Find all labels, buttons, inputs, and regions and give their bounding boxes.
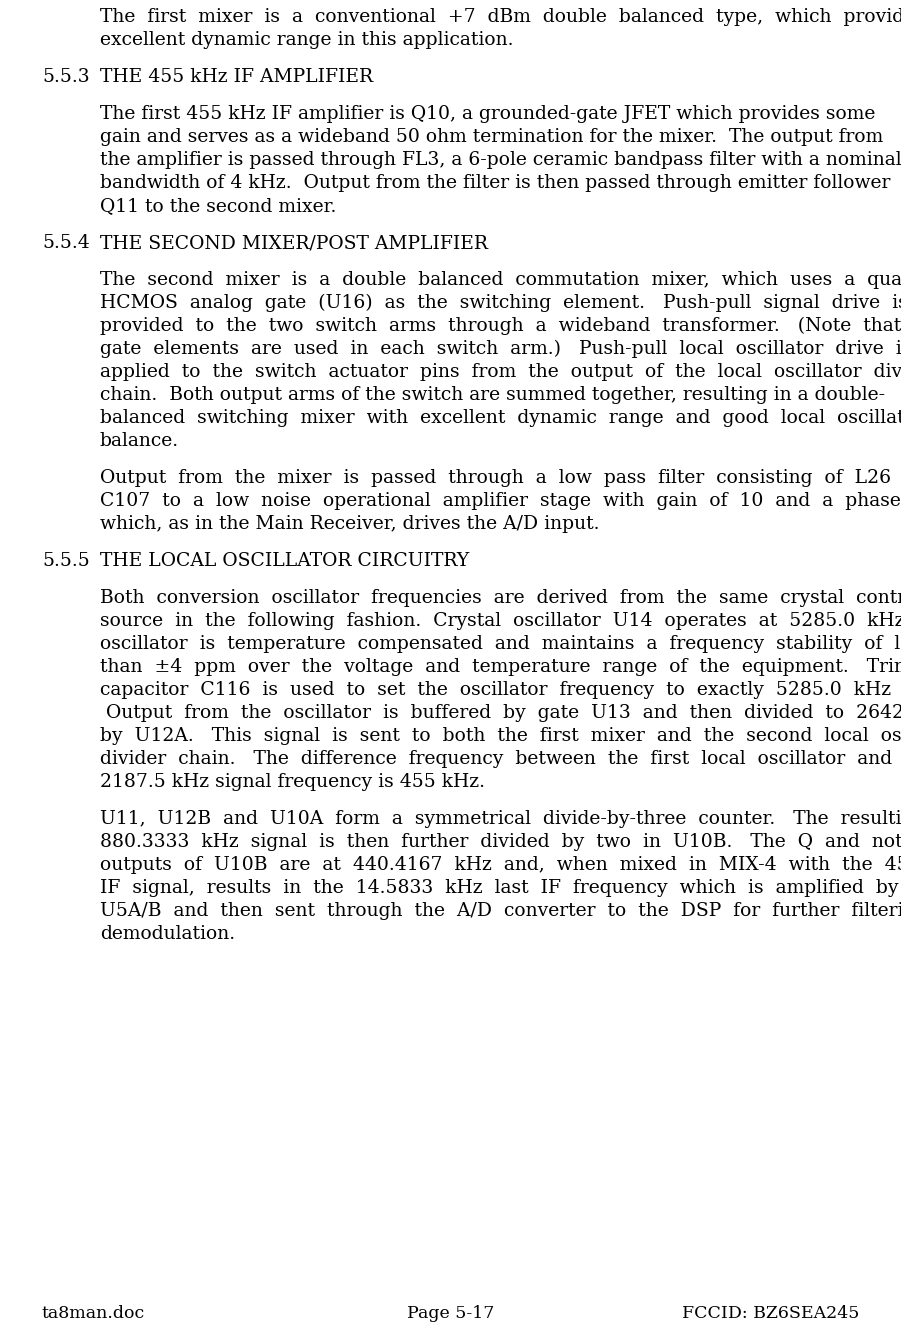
- Text: oscillator  is  temperature  compensated  and  maintains  a  frequency  stabilit: oscillator is temperature compensated an…: [100, 635, 901, 654]
- Text: FCCID: BZ6SEA245: FCCID: BZ6SEA245: [682, 1304, 859, 1322]
- Text: provided  to  the  two  switch  arms  through  a  wideband  transformer.   (Note: provided to the two switch arms through …: [100, 317, 901, 335]
- Text: The  second  mixer  is  a  double  balanced  commutation  mixer,  which  uses  a: The second mixer is a double balanced co…: [100, 272, 901, 289]
- Text: 2187.5 kHz signal frequency is 455 kHz.: 2187.5 kHz signal frequency is 455 kHz.: [100, 773, 485, 791]
- Text: chain.  Both output arms of the switch are summed together, resulting in a doubl: chain. Both output arms of the switch ar…: [100, 386, 885, 405]
- Text: THE 455 kHz IF AMPLIFIER: THE 455 kHz IF AMPLIFIER: [100, 68, 373, 87]
- Text: divider  chain.   The  difference  frequency  between  the  first  local  oscill: divider chain. The difference frequency …: [100, 749, 901, 768]
- Text: demodulation.: demodulation.: [100, 925, 235, 942]
- Text: THE SECOND MIXER/POST AMPLIFIER: THE SECOND MIXER/POST AMPLIFIER: [100, 234, 488, 252]
- Text: outputs  of  U10B  are  at  440.4167  kHz  and,  when  mixed  in  MIX-4  with  t: outputs of U10B are at 440.4167 kHz and,…: [100, 856, 901, 874]
- Text: HCMOS  analog  gate  (U16)  as  the  switching  element.   Push-pull  signal  dr: HCMOS analog gate (U16) as the switching…: [100, 294, 901, 313]
- Text: capacitor  C116  is  used  to  set  the  oscillator  frequency  to  exactly  528: capacitor C116 is used to set the oscill…: [100, 681, 901, 699]
- Text: balanced  switching  mixer  with  excellent  dynamic  range  and  good  local  o: balanced switching mixer with excellent …: [100, 409, 901, 427]
- Text: Output  from  the  oscillator  is  buffered  by  gate  U13  and  then  divided  : Output from the oscillator is buffered b…: [100, 704, 901, 721]
- Text: gain and serves as a wideband 50 ohm termination for the mixer.  The output from: gain and serves as a wideband 50 ohm ter…: [100, 128, 883, 146]
- Text: excellent dynamic range in this application.: excellent dynamic range in this applicat…: [100, 31, 514, 49]
- Text: by  U12A.   This  signal  is  sent  to  both  the  first  mixer  and  the  secon: by U12A. This signal is sent to both the…: [100, 727, 901, 745]
- Text: balance.: balance.: [100, 433, 179, 450]
- Text: source  in  the  following  fashion.  Crystal  oscillator  U14  operates  at  52: source in the following fashion. Crystal…: [100, 612, 901, 630]
- Text: than  ±4  ppm  over  the  voltage  and  temperature  range  of  the  equipment. : than ±4 ppm over the voltage and tempera…: [100, 658, 901, 676]
- Text: C107  to  a  low  noise  operational  amplifier  stage  with  gain  of  10  and : C107 to a low noise operational amplifie…: [100, 492, 901, 510]
- Text: Both  conversion  oscillator  frequencies  are  derived  from  the  same  crysta: Both conversion oscillator frequencies a…: [100, 590, 901, 607]
- Text: U11,  U12B  and  U10A  form  a  symmetrical  divide-by-three  counter.   The  re: U11, U12B and U10A form a symmetrical di…: [100, 811, 901, 828]
- Text: 5.5.5: 5.5.5: [42, 552, 90, 570]
- Text: IF  signal,  results  in  the  14.5833  kHz  last  IF  frequency  which  is  amp: IF signal, results in the 14.5833 kHz la…: [100, 878, 901, 897]
- Text: the amplifier is passed through FL3, a 6-pole ceramic bandpass filter with a nom: the amplifier is passed through FL3, a 6…: [100, 150, 901, 169]
- Text: Output  from  the  mixer  is  passed  through  a  low  pass  filter  consisting : Output from the mixer is passed through …: [100, 469, 901, 487]
- Text: THE LOCAL OSCILLATOR CIRCUITRY: THE LOCAL OSCILLATOR CIRCUITRY: [100, 552, 469, 570]
- Text: which, as in the Main Receiver, drives the A/D input.: which, as in the Main Receiver, drives t…: [100, 515, 599, 532]
- Text: Page 5-17: Page 5-17: [407, 1304, 494, 1322]
- Text: U5A/B  and  then  sent  through  the  A/D  converter  to  the  DSP  for  further: U5A/B and then sent through the A/D conv…: [100, 902, 901, 920]
- Text: bandwidth of 4 kHz.  Output from the filter is then passed through emitter follo: bandwidth of 4 kHz. Output from the filt…: [100, 174, 890, 192]
- Text: 5.5.4: 5.5.4: [42, 234, 90, 252]
- Text: ta8man.doc: ta8man.doc: [42, 1304, 145, 1322]
- Text: 5.5.3: 5.5.3: [42, 68, 89, 87]
- Text: The  first  mixer  is  a  conventional  +7  dBm  double  balanced  type,  which : The first mixer is a conventional +7 dBm…: [100, 8, 901, 27]
- Text: Q11 to the second mixer.: Q11 to the second mixer.: [100, 197, 336, 216]
- Text: gate  elements  are  used  in  each  switch  arm.)   Push-pull  local  oscillato: gate elements are used in each switch ar…: [100, 339, 901, 358]
- Text: applied  to  the  switch  actuator  pins  from  the  output  of  the  local  osc: applied to the switch actuator pins from…: [100, 363, 901, 381]
- Text: The first 455 kHz IF amplifier is Q10, a grounded-gate JFET which provides some: The first 455 kHz IF amplifier is Q10, a…: [100, 105, 876, 122]
- Text: 880.3333  kHz  signal  is  then  further  divided  by  two  in  U10B.   The  Q  : 880.3333 kHz signal is then further divi…: [100, 833, 901, 851]
